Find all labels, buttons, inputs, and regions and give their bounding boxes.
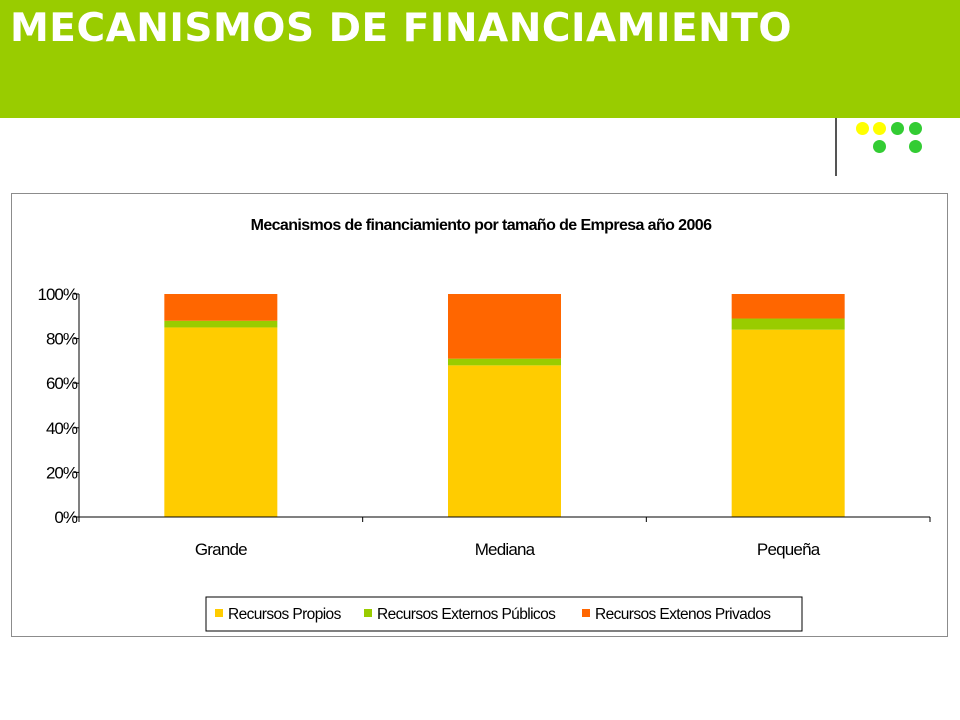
decorative-divider (835, 118, 837, 176)
x-tick-label: Grande (195, 540, 247, 559)
legend-label: Recursos Externos Públicos (377, 606, 556, 623)
legend-box (205, 596, 803, 632)
y-tick-label: 20% (46, 463, 78, 482)
decor-dot-green (873, 140, 886, 153)
decor-dot-green (909, 122, 922, 135)
bar-3-3 (731, 294, 845, 319)
decor-dot-yellow (873, 122, 886, 135)
bar-1-3 (731, 329, 845, 517)
title-banner: MECANISMOS DE FINANCIAMIENTO (0, 0, 960, 118)
stacked-bar-chart: Mecanismos de financiamiento por tamaño … (38, 217, 931, 632)
x-tick-label: Pequeña (757, 540, 821, 559)
slide-title: MECANISMOS DE FINANCIAMIENTO (10, 6, 793, 51)
y-tick-label: 100% (38, 285, 78, 304)
decor-dot-green (909, 140, 922, 153)
legend-label: Recursos Extenos Privados (595, 606, 771, 623)
bar-3-2 (448, 294, 561, 359)
legend-swatch (582, 609, 590, 617)
chart-title: Mecanismos de financiamiento por tamaño … (251, 217, 712, 234)
legend-swatch (364, 609, 372, 617)
y-tick-label: 0% (54, 508, 77, 527)
y-tick-label: 40% (46, 419, 78, 438)
chart-frame: Mecanismos de financiamiento por tamaño … (11, 193, 948, 637)
bar-1-1 (164, 327, 278, 517)
decor-dot-yellow (856, 122, 869, 135)
legend-swatch (215, 609, 223, 617)
bar-2-2 (448, 358, 561, 366)
bar-2-3 (731, 318, 845, 330)
decor-dot-green (891, 122, 904, 135)
bar-3-1 (164, 294, 278, 321)
legend-label: Recursos Propios (228, 606, 342, 623)
bar-2-1 (164, 320, 278, 328)
y-tick-label: 80% (46, 330, 78, 349)
bar-1-2 (448, 365, 561, 517)
x-tick-label: Mediana (475, 540, 536, 559)
y-tick-label: 60% (46, 374, 78, 393)
